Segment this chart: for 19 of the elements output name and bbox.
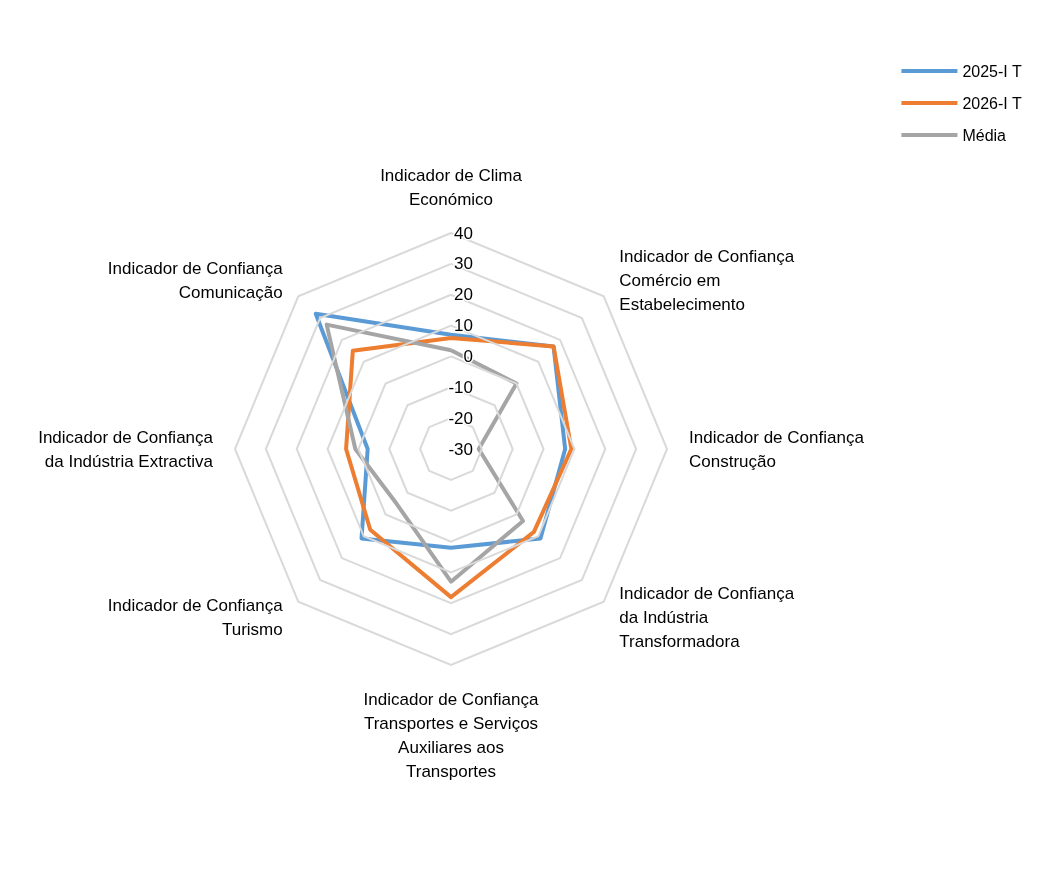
spoke-label: Indicador de Confiança Transportes e Serviços Auxiliares aos Transportes: [363, 689, 539, 781]
y-tick-label: 20: [454, 285, 473, 305]
y-tick-label: 10: [454, 316, 473, 336]
spoke-label: Indicador de Confiança Comunicação: [107, 259, 284, 303]
spoke-label: Indicador de Confiança da Indústria Transformadora: [619, 583, 795, 651]
spoke-label: Indicador de Clima Económico: [380, 165, 523, 209]
spoke-label: Indicador de Confiança da Indústria Extractiva: [38, 427, 214, 471]
legend-label: 2026-I T: [962, 94, 1022, 112]
spoke-label: Indicador de Confiança Construção: [689, 427, 865, 471]
spoke-label: Indicador de Confiança Turismo: [107, 595, 284, 639]
y-tick-label: 0: [463, 346, 473, 366]
y-tick-label: 30: [454, 254, 473, 274]
legend-label: Média: [962, 126, 1007, 144]
y-tick-label: 40: [454, 223, 473, 243]
y-tick-label: -30: [448, 439, 473, 459]
spoke-label: Indicador de Confiança Comércio em Estabelecimento: [619, 247, 795, 315]
y-tick-label: -20: [448, 408, 473, 428]
legend-label: 2025-I T: [962, 62, 1022, 80]
y-tick-label: -10: [448, 377, 473, 397]
